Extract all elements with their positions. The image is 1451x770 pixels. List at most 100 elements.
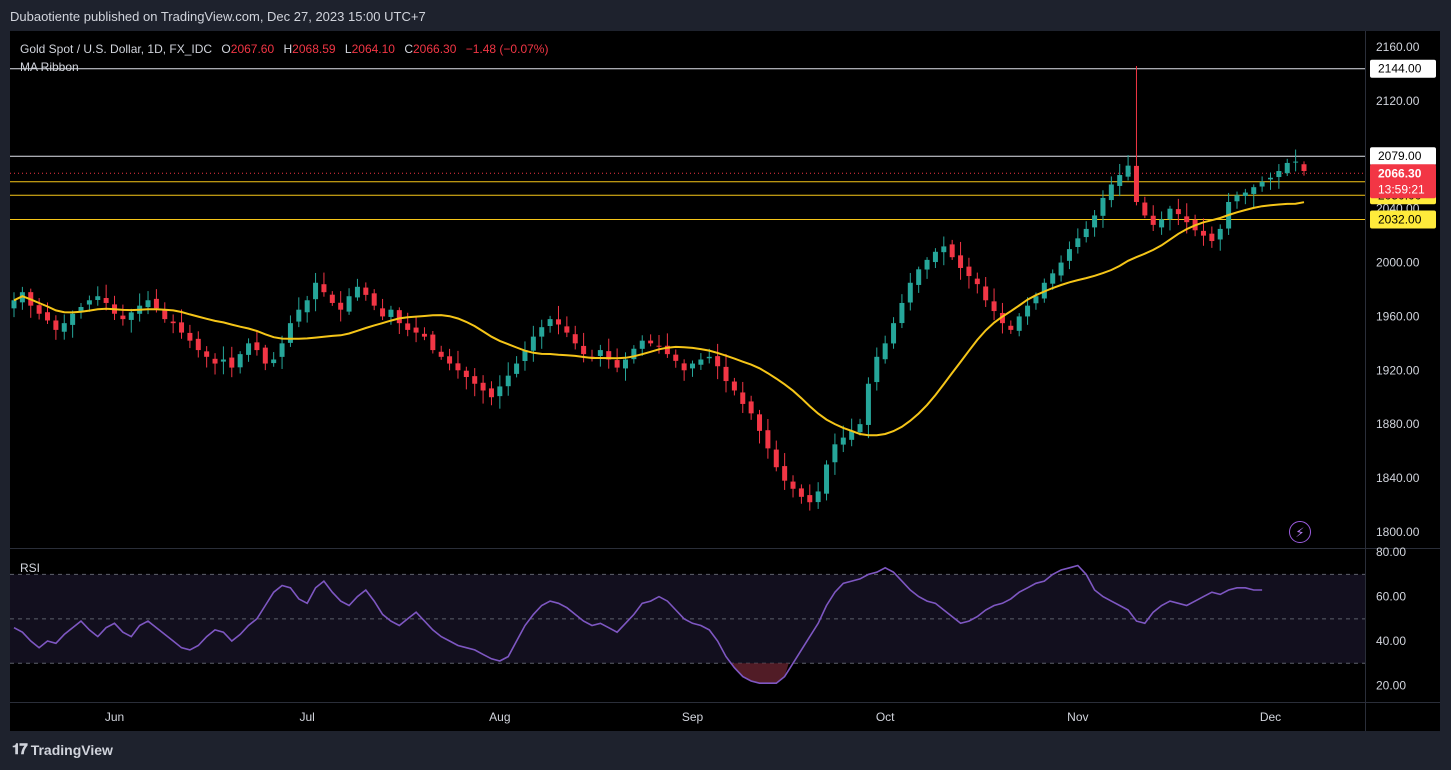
lightning-icon[interactable]: ⚡ [1289, 521, 1311, 543]
candle-body [966, 266, 972, 277]
candle-body [757, 414, 763, 431]
candle-body [1259, 181, 1265, 187]
candle-body [195, 338, 201, 351]
candle-body [463, 370, 469, 378]
candle-body [220, 359, 226, 362]
candle-body [212, 358, 218, 364]
candle-body [287, 323, 293, 343]
time-tick-label: Jul [300, 710, 315, 724]
last-price-tag-bg [1370, 164, 1436, 199]
price-tick-label: 2000.00 [1376, 256, 1420, 270]
candle-body [45, 312, 51, 321]
candle-body [874, 356, 880, 383]
candle-body [505, 375, 511, 387]
rsi-label: RSI [20, 561, 40, 575]
candle-body [296, 309, 302, 322]
price-tick-label: 1920.00 [1376, 363, 1420, 377]
time-tick-label: Aug [489, 710, 510, 724]
candle-body [606, 351, 612, 360]
countdown-tag: 13:59:21 [1378, 182, 1425, 196]
candle-body [497, 386, 503, 397]
candle-body [421, 333, 427, 337]
candle-body [765, 430, 771, 449]
rsi-tick-label: 20.00 [1376, 678, 1406, 692]
candle-body [1142, 202, 1148, 216]
symbol-name[interactable]: Gold Spot / U.S. Dollar, 1D, FX_IDC [20, 42, 213, 56]
price-tick-label: 1800.00 [1376, 525, 1420, 539]
candle-body [1075, 238, 1081, 248]
level-tag: 2079.00 [1378, 149, 1422, 163]
candle-body [447, 356, 453, 364]
candle-body [991, 301, 997, 312]
time-tick-label: Sep [682, 710, 704, 724]
candle-body [748, 401, 754, 414]
candle-body [564, 326, 570, 333]
candle-body [1008, 325, 1014, 330]
open-value: 2067.60 [230, 42, 275, 56]
attribution-text: Dubaotiente published on TradingView.com… [10, 9, 426, 24]
close-label: C [404, 42, 413, 56]
candles-group [11, 66, 1307, 511]
candle-body [179, 322, 185, 333]
candle-body [715, 356, 721, 367]
candle-body [572, 334, 578, 344]
candle-body [932, 251, 938, 263]
candle-body [95, 296, 101, 300]
candle-body [1092, 215, 1098, 228]
candle-body [681, 363, 687, 371]
candle-body [1209, 233, 1215, 242]
indicator-name[interactable]: MA Ribbon [20, 60, 79, 74]
candle-body [740, 392, 746, 404]
low-value: 2064.10 [351, 42, 395, 56]
candle-body [1293, 161, 1299, 163]
candle-body [229, 357, 235, 368]
candle-body [807, 495, 813, 503]
brand-name: TradingView [30, 741, 113, 758]
candle-body [773, 449, 779, 468]
candle-body [438, 351, 444, 357]
candle-body [899, 302, 905, 324]
candle-body [1242, 192, 1248, 196]
candle-body [1025, 305, 1031, 317]
candle-body [916, 269, 922, 285]
candle-body [891, 323, 897, 344]
candle-body [405, 323, 411, 330]
candle-body [304, 300, 310, 313]
candle-body [999, 312, 1005, 324]
candle-body [472, 376, 478, 384]
time-tick-label: Nov [1067, 710, 1088, 724]
candle-body [664, 345, 670, 355]
candle-body [690, 363, 696, 369]
candle-body [1066, 249, 1072, 261]
candle-body [581, 345, 587, 355]
candle-body [656, 345, 662, 347]
candle-body [396, 310, 402, 324]
chart-frame[interactable]: 2160.002120.002080.002040.002000.001960.… [10, 31, 1440, 731]
tradingview-logo[interactable]: 𝟏𝟕 TradingView [12, 741, 113, 758]
time-tick-label: Dec [1260, 710, 1281, 724]
candle-body [849, 430, 855, 440]
open-label: O [221, 42, 231, 56]
candle-body [1108, 184, 1114, 201]
candle-body [941, 246, 947, 253]
rsi-oversold-fill [730, 663, 789, 684]
candle-body [539, 327, 545, 337]
level-tag: 2032.00 [1378, 212, 1422, 226]
candle-body [832, 444, 838, 463]
candle-body [522, 350, 528, 362]
candle-body [597, 350, 603, 356]
candle-body [924, 259, 930, 270]
candle-body [1284, 162, 1290, 174]
candle-body [547, 319, 553, 327]
candle-body [983, 286, 989, 301]
chart-canvas[interactable]: 2160.002120.002080.002040.002000.001960.… [10, 31, 1440, 731]
candle-body [380, 308, 386, 317]
candle-body [1133, 165, 1139, 202]
price-tick-label: 1840.00 [1376, 471, 1420, 485]
candle-body [1050, 273, 1056, 284]
ma-ribbon-line [13, 201, 1305, 437]
candle-body [706, 356, 712, 359]
candle-body [413, 327, 419, 333]
candle-body [204, 351, 210, 357]
candle-body [346, 296, 352, 312]
